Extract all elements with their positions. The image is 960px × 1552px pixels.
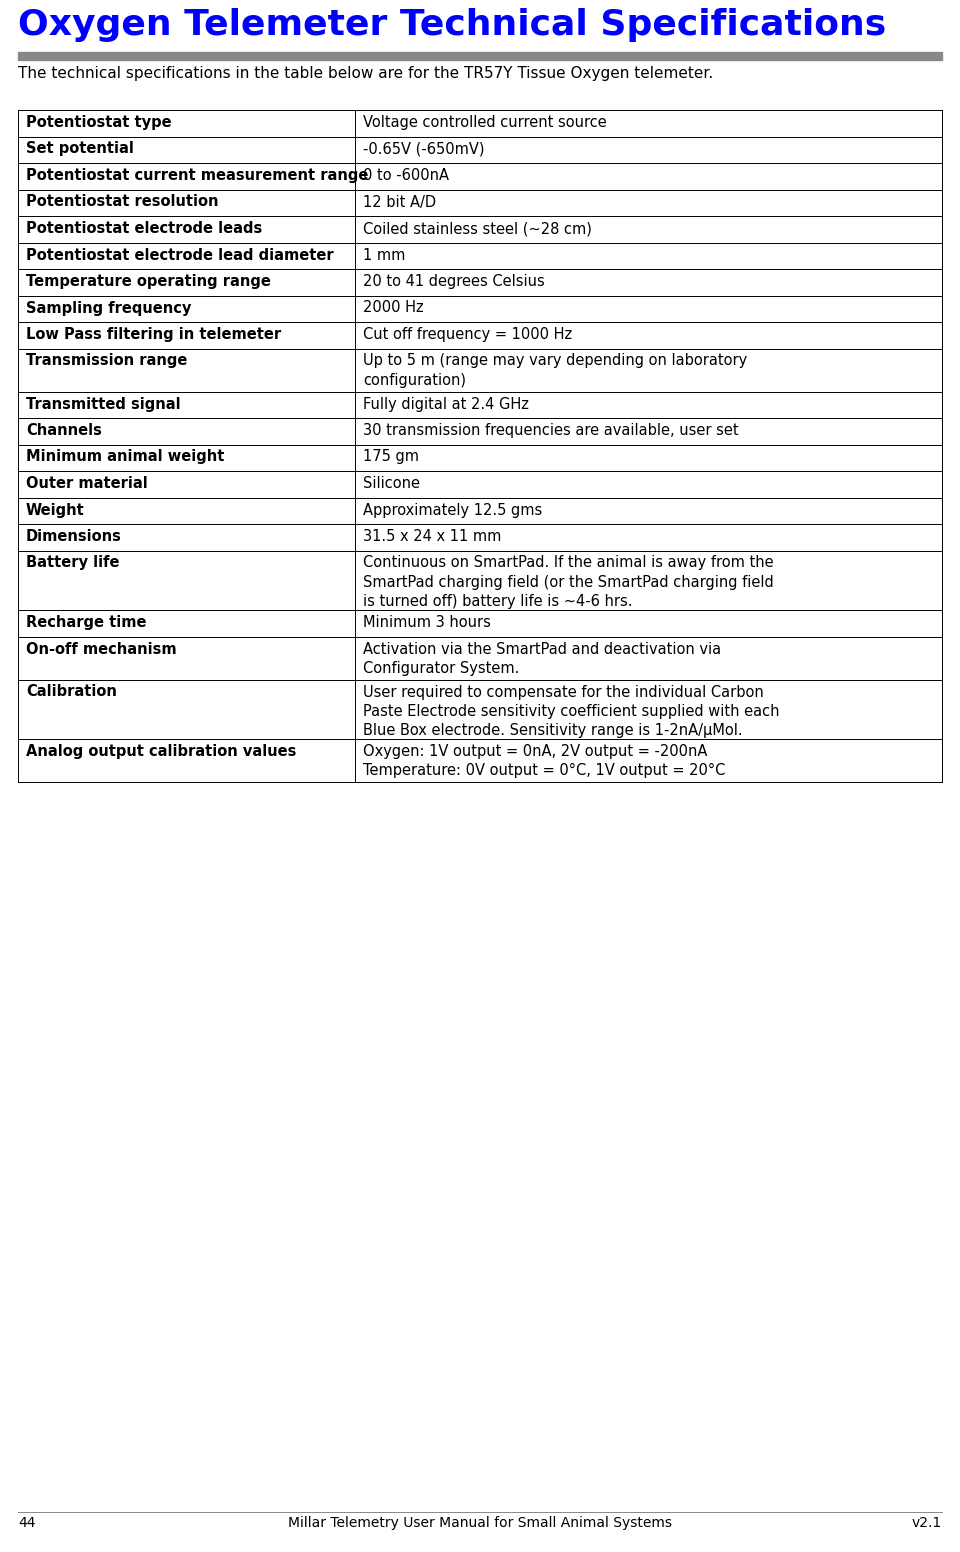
Text: Calibration: Calibration (26, 684, 117, 700)
Text: -0.65V (-650mV): -0.65V (-650mV) (363, 141, 485, 157)
Text: Transmitted signal: Transmitted signal (26, 396, 180, 411)
Text: Silicone: Silicone (363, 476, 420, 490)
Text: Coiled stainless steel (~28 cm): Coiled stainless steel (~28 cm) (363, 220, 592, 236)
Text: Weight: Weight (26, 503, 84, 517)
Text: Temperature operating range: Temperature operating range (26, 275, 271, 289)
Text: The technical specifications in the table below are for the TR57Y Tissue Oxygen : The technical specifications in the tabl… (18, 67, 713, 81)
Text: Oxygen: 1V output = 0nA, 2V output = -200nA
Temperature: 0V output = 0°C, 1V out: Oxygen: 1V output = 0nA, 2V output = -20… (363, 743, 726, 778)
Text: Set potential: Set potential (26, 141, 133, 157)
Text: Dimensions: Dimensions (26, 529, 122, 545)
Text: 1 mm: 1 mm (363, 247, 406, 262)
Text: Recharge time: Recharge time (26, 615, 147, 630)
Text: Outer material: Outer material (26, 476, 148, 490)
Text: Potentiostat current measurement range: Potentiostat current measurement range (26, 168, 369, 183)
Text: Sampling frequency: Sampling frequency (26, 301, 191, 315)
Text: Low Pass filtering in telemeter: Low Pass filtering in telemeter (26, 327, 281, 341)
Text: Transmission range: Transmission range (26, 354, 187, 368)
Text: Minimum 3 hours: Minimum 3 hours (363, 615, 492, 630)
Text: User required to compensate for the individual Carbon
Paste Electrode sensitivit: User required to compensate for the indi… (363, 684, 780, 737)
Text: 44: 44 (18, 1516, 36, 1530)
Text: Voltage controlled current source: Voltage controlled current source (363, 115, 607, 130)
Text: 31.5 x 24 x 11 mm: 31.5 x 24 x 11 mm (363, 529, 502, 545)
Text: 12 bit A/D: 12 bit A/D (363, 194, 437, 210)
Text: 0 to -600nA: 0 to -600nA (363, 168, 449, 183)
Text: 20 to 41 degrees Celsius: 20 to 41 degrees Celsius (363, 275, 545, 289)
Text: 175 gm: 175 gm (363, 450, 420, 464)
Text: Continuous on SmartPad. If the animal is away from the
SmartPad charging field (: Continuous on SmartPad. If the animal is… (363, 556, 774, 608)
Text: Cut off frequency = 1000 Hz: Cut off frequency = 1000 Hz (363, 327, 572, 341)
Text: Channels: Channels (26, 424, 102, 438)
Bar (18, 53, 942, 61)
Text: Potentiostat electrode leads: Potentiostat electrode leads (26, 220, 262, 236)
Text: Fully digital at 2.4 GHz: Fully digital at 2.4 GHz (363, 396, 529, 411)
Text: Potentiostat resolution: Potentiostat resolution (26, 194, 219, 210)
Text: 30 transmission frequencies are available, user set: 30 transmission frequencies are availabl… (363, 424, 739, 438)
Text: Minimum animal weight: Minimum animal weight (26, 450, 225, 464)
Text: Up to 5 m (range may vary depending on laboratory
configuration): Up to 5 m (range may vary depending on l… (363, 354, 748, 388)
Text: Analog output calibration values: Analog output calibration values (26, 743, 297, 759)
Text: v2.1: v2.1 (912, 1516, 942, 1530)
Text: 2000 Hz: 2000 Hz (363, 301, 424, 315)
Text: Potentiostat type: Potentiostat type (26, 115, 172, 130)
Text: Battery life: Battery life (26, 556, 119, 571)
Text: Oxygen Telemeter Technical Specifications: Oxygen Telemeter Technical Specification… (18, 8, 886, 42)
Text: On-off mechanism: On-off mechanism (26, 641, 177, 656)
Text: Millar Telemetry User Manual for Small Animal Systems: Millar Telemetry User Manual for Small A… (288, 1516, 672, 1530)
Text: Approximately 12.5 gms: Approximately 12.5 gms (363, 503, 542, 517)
Text: Potentiostat electrode lead diameter: Potentiostat electrode lead diameter (26, 247, 334, 262)
Text: Activation via the SmartPad and deactivation via
Configurator System.: Activation via the SmartPad and deactiva… (363, 641, 721, 675)
